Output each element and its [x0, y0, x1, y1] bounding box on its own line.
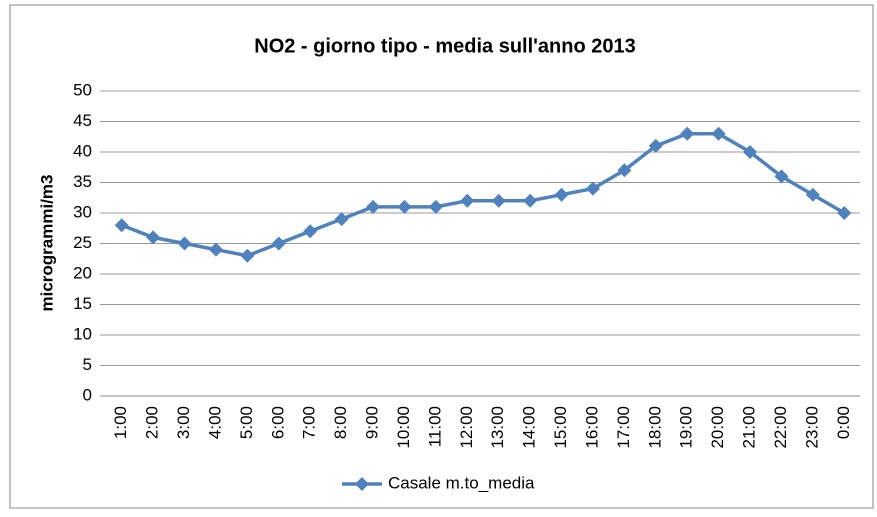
marker — [743, 145, 758, 159]
x-tick-label: 21:00 — [740, 406, 759, 449]
marker — [585, 181, 600, 196]
x-tick-label: 8:00 — [331, 406, 350, 439]
x-tick-label: 11:00 — [425, 406, 444, 447]
chart-title: NO2 - giorno tipo - media sull'anno 2013 — [254, 35, 635, 57]
marker — [680, 126, 695, 141]
x-tick-label: 0:00 — [834, 406, 853, 439]
marker — [303, 224, 318, 239]
marker — [837, 206, 852, 220]
x-tick-label: 18:00 — [645, 406, 664, 449]
marker — [146, 230, 161, 245]
marker — [428, 199, 443, 214]
marker — [114, 218, 129, 233]
x-tick-label: 14:00 — [520, 406, 539, 449]
x-tick-label: 23:00 — [802, 406, 821, 449]
x-tick-label: 15:00 — [551, 406, 570, 449]
y-tick-label: 15 — [73, 294, 92, 313]
legend-label: Casale m.to_media — [388, 473, 535, 492]
x-tick-label: 16:00 — [582, 406, 601, 449]
y-tick-label: 5 — [83, 355, 92, 374]
y-tick-label: 50 — [73, 80, 92, 99]
y-tick-label: 30 — [73, 202, 92, 221]
marker — [617, 163, 632, 178]
y-tick-label: 40 — [73, 141, 92, 160]
x-tick-label: 9:00 — [363, 406, 382, 439]
marker — [774, 169, 789, 184]
x-tick-label: 6:00 — [268, 406, 287, 439]
marker — [648, 138, 663, 153]
x-tick-label: 20:00 — [708, 406, 727, 449]
x-tick-label: 3:00 — [174, 406, 193, 439]
y-tick-label: 20 — [73, 263, 92, 282]
chart-frame — [9, 4, 874, 509]
marker — [554, 187, 569, 202]
marker — [711, 126, 726, 141]
y-tick-label: 0 — [83, 385, 92, 404]
x-tick-label: 4:00 — [205, 406, 224, 439]
x-tick-label: 2:00 — [143, 406, 162, 439]
marker — [366, 199, 381, 214]
x-tick-label: 17:00 — [614, 406, 633, 449]
marker — [177, 236, 192, 251]
y-tick-label: 10 — [73, 324, 92, 343]
legend-marker — [355, 477, 369, 491]
x-tick-label: 19:00 — [677, 406, 696, 449]
x-tick-label: 22:00 — [771, 406, 790, 449]
marker — [208, 242, 223, 257]
marker — [271, 236, 286, 251]
x-tick-label: 10:00 — [394, 406, 413, 449]
x-tick-label: 1:00 — [111, 406, 130, 439]
x-tick-label: 5:00 — [237, 406, 256, 439]
x-tick-label: 12:00 — [457, 406, 476, 449]
marker — [460, 193, 475, 208]
y-tick-label: 35 — [73, 172, 92, 191]
marker — [334, 212, 349, 227]
y-tick-label: 45 — [73, 111, 92, 130]
marker — [523, 193, 538, 208]
y-axis-label: microgrammi/m3 — [37, 175, 56, 312]
marker — [240, 248, 255, 263]
marker — [805, 187, 820, 202]
y-tick-label: 25 — [73, 233, 92, 252]
marker — [491, 193, 506, 208]
marker — [397, 199, 412, 214]
x-tick-label: 13:00 — [488, 406, 507, 449]
x-tick-label: 7:00 — [300, 406, 319, 439]
